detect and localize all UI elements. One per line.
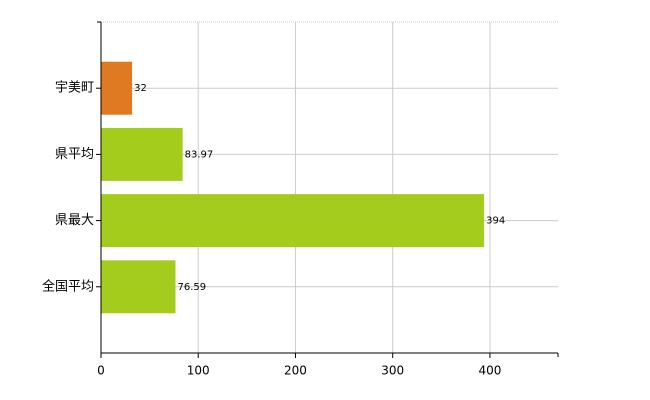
y-tick-label: 宇美町: [55, 81, 94, 96]
y-tick-label: 県最大: [55, 213, 94, 228]
x-tick-label: 200: [284, 364, 307, 378]
x-tick-label: 300: [381, 364, 404, 378]
value-label: 32: [134, 83, 147, 94]
x-tick-label: 100: [187, 364, 210, 378]
bar: [101, 61, 133, 115]
y-tick-label: 全国平均: [42, 278, 94, 294]
x-tick-label: 0: [97, 364, 105, 378]
y-tick-label: 県平均: [55, 147, 94, 162]
x-tick-label: 400: [478, 364, 501, 378]
value-label: 76.59: [177, 282, 206, 293]
value-label: 394: [486, 216, 505, 227]
bar: [101, 260, 176, 314]
value-label: 83.97: [185, 149, 214, 160]
bar: [101, 194, 485, 248]
bar: [101, 127, 183, 181]
